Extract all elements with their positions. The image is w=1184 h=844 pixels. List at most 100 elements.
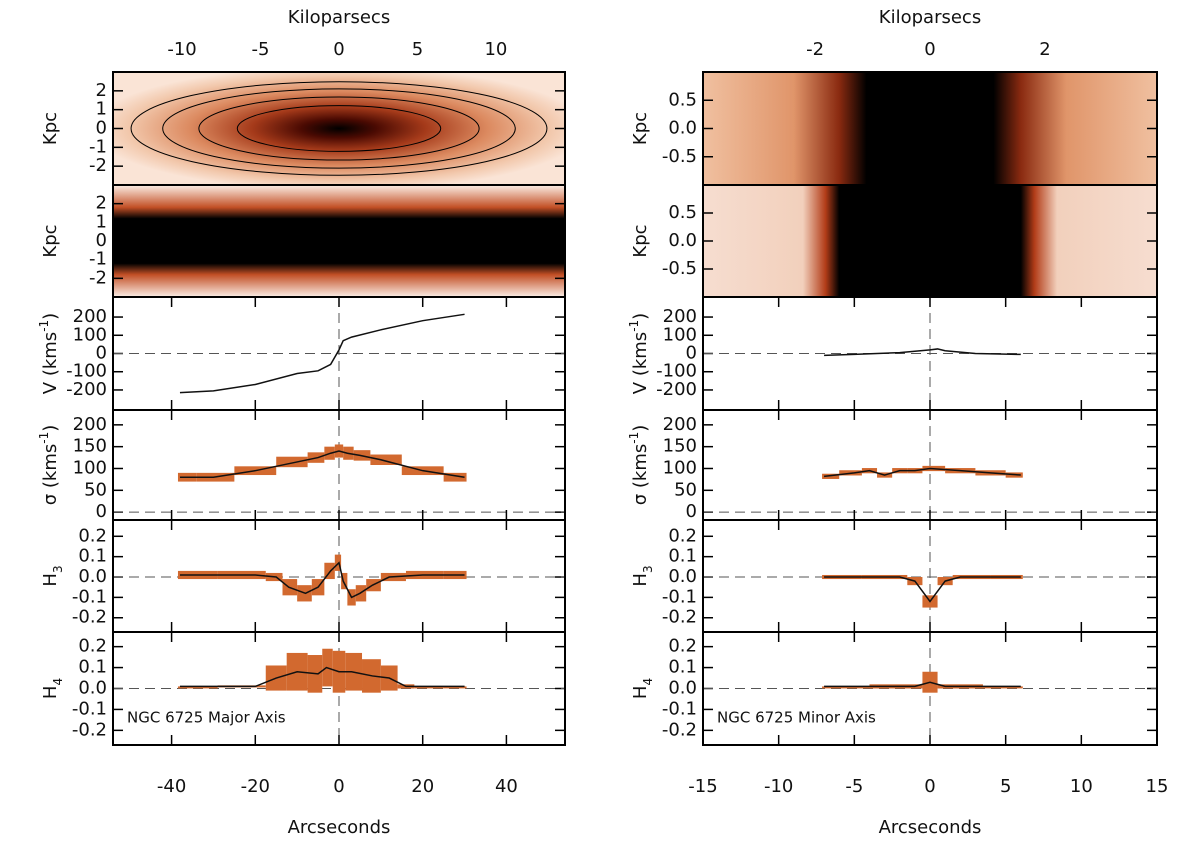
- panel-frame: [702, 631, 1158, 746]
- y-axis-label-part: H: [40, 686, 61, 700]
- y-tick-label: 0.0: [668, 678, 697, 699]
- y-tick-label: -2: [89, 267, 107, 288]
- y-axis-label: Kpc: [40, 112, 61, 145]
- y-axis-label-part: -1: [37, 320, 51, 332]
- y-axis-label-part: -1: [37, 432, 51, 444]
- y-tick-label: -1: [89, 249, 107, 270]
- error-band: [443, 686, 467, 689]
- y-tick-label: 0.2: [78, 636, 107, 657]
- y-tick-label: 100: [663, 457, 697, 478]
- y-tick-label: -100: [66, 361, 107, 382]
- y-axis-label: V (kms-1): [627, 313, 652, 394]
- y-tick-label: -200: [66, 379, 107, 400]
- y-axis-label-part: σ (kms: [40, 444, 61, 506]
- y-tick-label: 0.2: [668, 636, 697, 657]
- profile-line: [179, 313, 465, 394]
- y-axis-label-part: 3: [641, 565, 655, 573]
- y-axis-label-part: V (kms: [40, 332, 61, 394]
- x-tick-label: -20: [241, 776, 270, 797]
- y-tick-label: -100: [656, 361, 697, 382]
- contour: [130, 81, 548, 176]
- top-tick-label: -5: [252, 39, 270, 60]
- profile-line: [824, 681, 1021, 688]
- error-band: [276, 456, 308, 468]
- y-tick-label: -0.1: [72, 586, 107, 607]
- error-band: [414, 686, 444, 689]
- x-tick-label: 5: [1000, 776, 1011, 797]
- y-axis-label-part: H: [630, 686, 651, 700]
- y-axis-label-part: Kpc: [630, 224, 651, 257]
- image-panel: [703, 72, 1157, 185]
- y-tick-label: 50: [674, 479, 697, 500]
- x-tick-label: 0: [924, 776, 935, 797]
- y-axis-label-part: Kpc: [40, 224, 61, 257]
- y-tick-label: 50: [84, 479, 107, 500]
- y-tick-label: 0: [686, 343, 697, 364]
- y-tick-label: 100: [663, 324, 697, 345]
- y-tick-label: 0.1: [78, 657, 107, 678]
- x-axis-label: Arcseconds: [288, 817, 391, 838]
- y-axis-label: Kpc: [40, 224, 61, 257]
- top-tick-label: 2: [1039, 39, 1050, 60]
- annotation: NGC 6725 Major Axis: [127, 709, 286, 727]
- y-tick-label: 200: [663, 306, 697, 327]
- x-tick-label: -10: [764, 776, 793, 797]
- y-tick-label: 200: [663, 414, 697, 435]
- y-tick-label: 150: [73, 436, 107, 457]
- y-axis-label: H4: [40, 678, 65, 699]
- y-axis-label: H4: [630, 678, 655, 699]
- y-tick-label: -0.2: [72, 607, 107, 628]
- y-tick-label: -0.1: [662, 698, 697, 719]
- y-tick-label: 100: [73, 324, 107, 345]
- contour: [198, 96, 480, 161]
- y-tick-label: 0: [96, 118, 107, 139]
- x-tick-label: 0: [333, 776, 344, 797]
- y-axis-label: σ (kms-1): [37, 425, 62, 506]
- error-band: [443, 472, 467, 482]
- y-axis-label-part: H: [630, 573, 651, 587]
- top-tick-label: -10: [167, 39, 196, 60]
- profile-line: [179, 450, 465, 478]
- y-tick-label: -2: [89, 155, 107, 176]
- y-axis-label-part: -1: [627, 320, 641, 332]
- y-tick-label: 0: [96, 343, 107, 364]
- y-axis-label-part: ): [630, 425, 651, 432]
- y-tick-label: 0.0: [668, 566, 697, 587]
- top-axis-label: Kiloparsecs: [879, 7, 981, 28]
- top-tick-label: -2: [806, 39, 824, 60]
- error-band: [341, 572, 348, 590]
- y-tick-label: 0: [96, 230, 107, 251]
- contour: [162, 88, 516, 169]
- x-tick-label: 10: [1070, 776, 1093, 797]
- y-tick-label: 2: [96, 80, 107, 101]
- contour: [236, 105, 442, 152]
- y-tick-label: 0.0: [668, 230, 697, 251]
- image-panel: [703, 185, 1157, 297]
- y-tick-label: 0.0: [668, 118, 697, 139]
- y-tick-label: -0.1: [72, 698, 107, 719]
- y-axis-label-part: 3: [51, 565, 65, 573]
- y-tick-label: -1: [89, 136, 107, 157]
- y-tick-label: 150: [663, 436, 697, 457]
- x-tick-label: -40: [157, 776, 186, 797]
- y-axis-label-part: V (kms: [630, 332, 651, 394]
- y-axis-label-part: ): [40, 313, 61, 320]
- error-band: [822, 686, 870, 689]
- y-axis-label: Kpc: [630, 224, 651, 257]
- y-tick-label: 0.5: [668, 89, 697, 110]
- y-tick-label: -0.2: [662, 719, 697, 740]
- profile-line: [824, 348, 1021, 357]
- error-band: [370, 454, 402, 465]
- x-tick-label: -15: [688, 776, 717, 797]
- profile-line: [823, 467, 1021, 478]
- profile-line: [824, 576, 1021, 603]
- y-axis-label-part: -1: [627, 432, 641, 444]
- image-panel: [113, 185, 565, 297]
- y-tick-label: 0.0: [78, 566, 107, 587]
- y-axis-label: H3: [40, 565, 65, 586]
- y-tick-label: 200: [73, 306, 107, 327]
- y-axis-label-part: σ (kms: [630, 444, 651, 506]
- x-tick-label: 40: [495, 776, 518, 797]
- y-tick-label: 0.1: [78, 546, 107, 567]
- y-axis-label-part: ): [40, 425, 61, 432]
